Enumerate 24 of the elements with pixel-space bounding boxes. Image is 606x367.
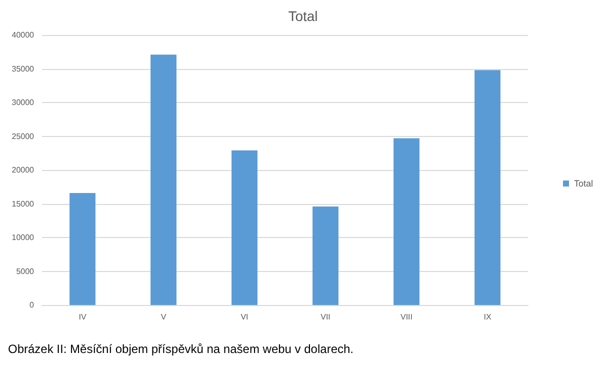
text: Obrázek II: Měsíční objem příspěvků na našem webu v dolarech.	[8, 342, 354, 356]
bar	[312, 206, 338, 305]
y-tick-label: 40000	[12, 30, 35, 40]
bar	[70, 192, 96, 305]
y-tick-label: 5000	[16, 266, 35, 276]
x-tick-label: V	[160, 312, 167, 322]
bar	[150, 54, 176, 305]
y-tick-label: 25000	[12, 132, 35, 141]
x-tick-label: IX	[484, 312, 492, 322]
y-tick-label: 0	[30, 300, 35, 310]
y-tick-label: 15000	[12, 199, 35, 208]
x-tick-label: IV	[78, 312, 87, 322]
bar	[474, 70, 500, 305]
bar	[232, 150, 258, 305]
y-tick-label: 10000	[12, 233, 35, 242]
x-tick-label: VI	[240, 312, 248, 322]
x-tick-label: VII	[320, 312, 330, 322]
chart-title: Total	[288, 8, 318, 24]
y-tick-label: 20000	[12, 166, 35, 174]
legend-label: Total	[574, 178, 594, 188]
x-tick-label: VIII	[400, 312, 413, 322]
y-tick-label: 30000	[12, 98, 35, 107]
y-tick-label: 35000	[12, 64, 35, 74]
bar	[394, 138, 420, 305]
